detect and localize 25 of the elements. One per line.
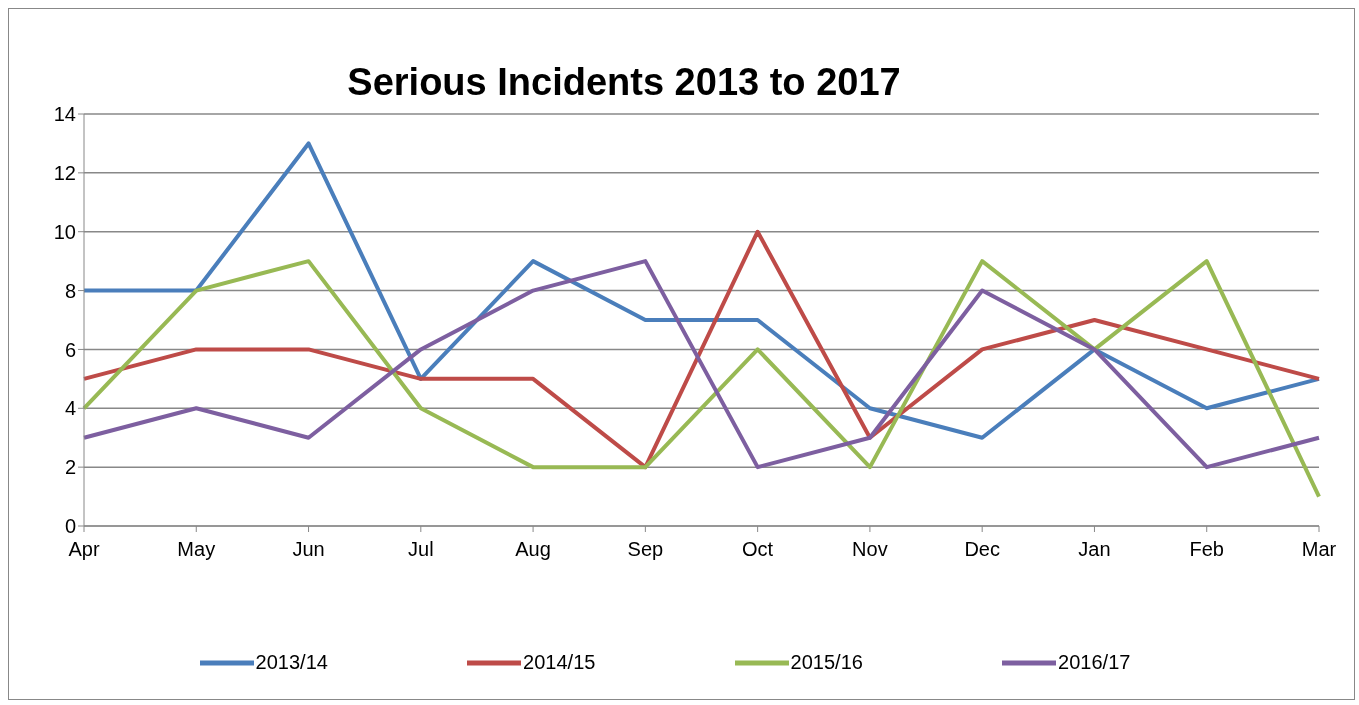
x-tick-label: Nov xyxy=(852,538,888,561)
x-tick-label: Aug xyxy=(515,538,551,561)
y-tick-label: 12 xyxy=(53,161,76,184)
x-tick-label: Mar xyxy=(1301,538,1337,561)
x-tick-label: May xyxy=(177,538,216,561)
x-tick-label: Sep xyxy=(627,538,664,561)
legend-label: 2014/15 xyxy=(523,651,596,674)
x-tick-label: Jul xyxy=(408,538,434,561)
legend-label: 2015/16 xyxy=(790,651,863,674)
y-tick-label: 8 xyxy=(64,279,76,302)
x-tick-label: Oct xyxy=(742,538,774,561)
y-tick-label: 0 xyxy=(64,515,76,538)
legend-label: 2016/17 xyxy=(1058,651,1131,674)
chart-title: Serious Incidents 2013 to 2017 xyxy=(346,61,902,104)
x-tick-label: Apr xyxy=(68,538,100,561)
y-tick-label: 4 xyxy=(64,397,76,420)
x-tick-label: Jun xyxy=(292,538,325,561)
legend-label: 2013/14 xyxy=(255,651,328,674)
x-tick-label: Jan xyxy=(1078,538,1111,561)
y-tick-label: 2 xyxy=(64,456,76,479)
y-tick-label: 6 xyxy=(64,338,76,361)
y-tick-label: 14 xyxy=(53,103,76,126)
x-tick-label: Dec xyxy=(964,538,1000,561)
y-tick-label: 10 xyxy=(53,220,76,243)
x-tick-label: Feb xyxy=(1189,538,1224,561)
